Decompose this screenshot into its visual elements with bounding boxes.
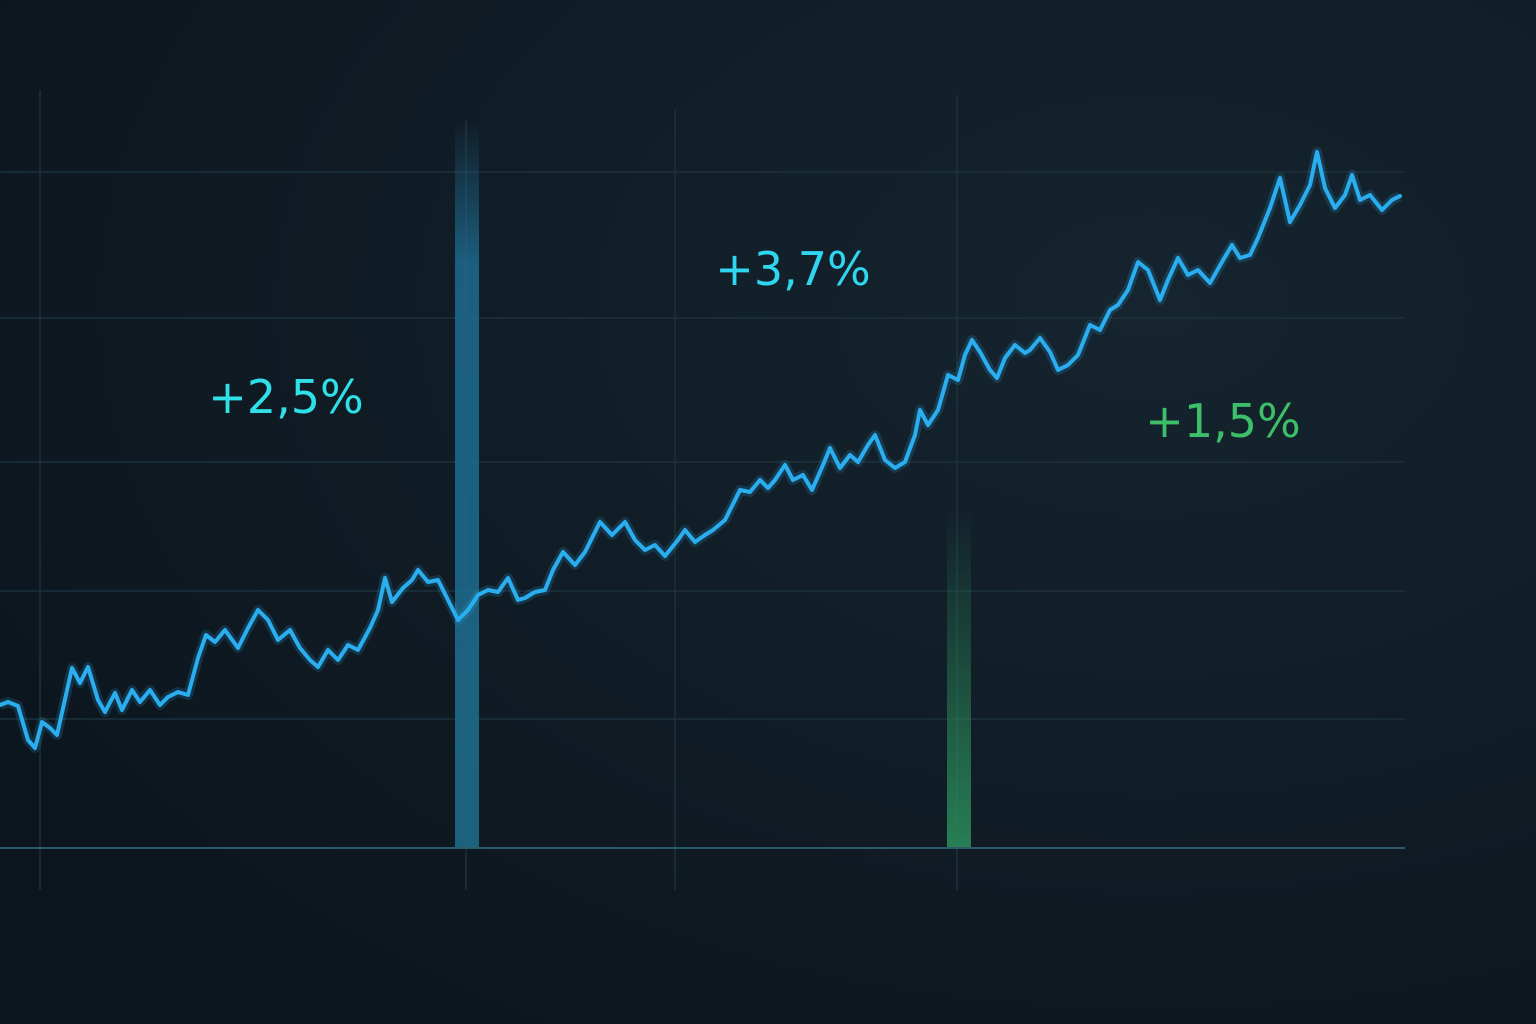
highlight-bar xyxy=(947,510,971,848)
line xyxy=(0,150,1402,750)
highlight-bar xyxy=(455,120,479,848)
annotation: +2,5% xyxy=(208,370,363,424)
grid xyxy=(0,90,1405,890)
annotation: +1,5% xyxy=(1145,394,1300,448)
annotation: +3,7% xyxy=(715,242,870,296)
